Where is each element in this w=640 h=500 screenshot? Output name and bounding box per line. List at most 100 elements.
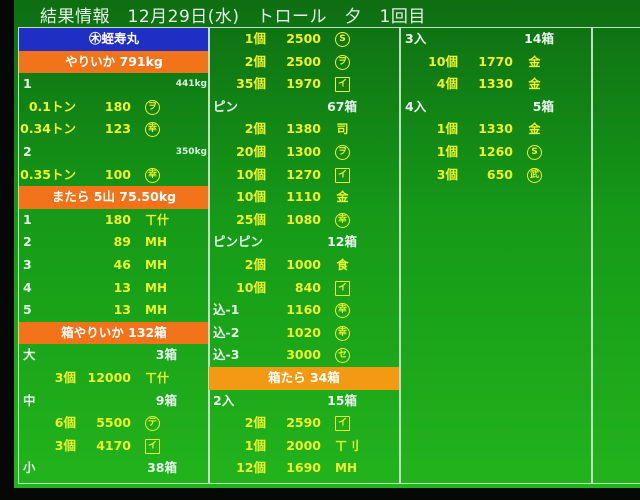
result-row[interactable]: 10個 1110 金 [209,186,399,209]
price: 123 [104,121,131,137]
result-row[interactable]: 0.35トン 100 幸 [19,164,209,187]
result-row[interactable]: 1個 2000 ㄒ刂 [209,435,399,458]
group-row[interactable]: 1 441kg [19,73,209,96]
buyer-mark-icon: イ [335,167,350,183]
buyer-mark-icon: イ [335,416,350,432]
section-header: またら 5山 75.50kg [19,186,209,209]
result-row[interactable]: 1個 1260 S [401,141,591,164]
price: 1970 [286,76,321,92]
quantity: 2個 [244,256,266,272]
result-row[interactable]: 1個 2500 S [209,28,399,51]
result-row[interactable]: 2 89 MH [19,231,209,254]
quantity: 3個 [54,369,76,385]
result-row[interactable]: 0.34トン 123 幸 [19,118,209,141]
price: 12000 [87,369,132,385]
results-screen: 結果情報 12月29日(水) トロール 夕 1回目 ㊍蛭寿丸 やりいか 791kg… [14,0,640,488]
quantity: 10個 [236,279,266,295]
price: 5500 [96,415,131,431]
buyer-mark-icon: イ [335,280,350,296]
quantity: 4個 [436,76,458,92]
result-row[interactable]: 3個 12000 ㄒ什 [19,367,209,390]
quantity: 35個 [236,76,266,92]
result-row[interactable]: 10個 1270 イ [209,164,399,187]
result-row[interactable]: 25個 1080 幸 [209,209,399,232]
result-row[interactable]: 2個 2500 ヲ [209,51,399,74]
results-column: 3入 14箱 10個 1770 金 4個 1330 金 4入 5箱 1個 1330 金 1個 1260 S 3個… [400,27,592,484]
buyer-mark-icon: 幸 [335,212,350,228]
result-row[interactable]: 1 180 ㄒ什 [19,209,209,232]
buyer-mark-icon: MH [145,303,167,318]
price: 180 [104,98,131,114]
buyer-mark-icon: イ [145,438,160,454]
price: 1330 [478,76,513,92]
buyer-mark-icon: MH [335,461,357,476]
quantity: 1個 [244,437,266,453]
buyer-mark-icon: 食 [336,257,349,272]
group-row[interactable]: 3入 14箱 [401,28,591,51]
weight-label: 350kg [175,146,207,157]
page-title: 結果情報 12月29日(水) トロール 夕 1回目 [40,7,426,27]
row-label: 1 [23,211,32,227]
group-row[interactable]: ピン 67箱 [209,96,399,119]
price: 1300 [286,143,321,159]
group-row[interactable]: 2入 15箱 [209,390,399,413]
result-row[interactable]: 込-2 1020 幸 [209,322,399,345]
row-label: 3 [23,256,32,272]
quantity: 1個 [436,121,458,137]
buyer-mark-icon: 武 [527,167,542,183]
buyer-mark-icon: 幸 [335,325,350,341]
result-row[interactable]: 0.1トン 180 ヲ [19,96,209,119]
price: 13 [113,302,131,318]
result-row[interactable]: 4個 1330 金 [401,73,591,96]
result-row[interactable]: 12個 1690 MH [209,457,399,480]
result-row[interactable]: 2個 2590 イ [209,412,399,435]
result-row[interactable]: 5 13 MH [19,299,209,322]
row-label: 大 [23,347,36,363]
quantity: 10個 [236,189,266,205]
buyer-mark-icon: 幸 [145,167,160,183]
result-row[interactable]: 込-3 3000 セ [209,344,399,367]
results-column: 1個 2500 S 2個 2500 ヲ 35個 1970 イ ピン 67箱 2個 1380 司 20個 130… [208,27,400,484]
buyer-mark-icon: S [335,32,350,47]
result-row[interactable]: 20個 1300 ヲ [209,141,399,164]
result-row[interactable]: 10個 1770 金 [401,51,591,74]
result-row[interactable]: 2個 1380 司 [209,118,399,141]
section-header: やりいか 791kg [19,50,209,74]
price: 650 [486,166,513,182]
price: 2000 [286,437,321,453]
result-row[interactable]: 2個 1000 食 [209,254,399,277]
result-row[interactable]: 10個 840 イ [209,277,399,300]
price: 13 [113,279,131,295]
box-count: 14箱 [524,31,554,46]
group-row[interactable]: 大 3箱 [19,344,209,367]
price: 1380 [286,121,321,137]
result-row[interactable]: 4 13 MH [19,277,209,300]
quantity: 1個 [436,143,458,159]
result-row[interactable]: 3 46 MH [19,254,209,277]
row-label: 込-1 [213,302,240,318]
results-column: ㊍蛭寿丸 やりいか 791kg 1 441kg 0.1トン 180 ヲ 0.34トン 123 幸 2… [18,27,210,484]
result-row[interactable]: 35個 1970 イ [209,73,399,96]
result-row[interactable]: 3個 650 武 [401,164,591,187]
result-row[interactable]: 3個 4170 イ [19,435,209,458]
quantity: 20個 [236,143,266,159]
group-row[interactable]: 2 350kg [19,141,209,164]
row-label: 1 [23,76,32,92]
box-count: 12箱 [327,234,357,250]
result-row[interactable]: 込-1 1160 幸 [209,299,399,322]
result-row[interactable]: 6個 5500 テ [19,412,209,435]
box-count: 9箱 [155,392,177,408]
group-row[interactable]: 中 9箱 [19,390,209,413]
row-label: 込-3 [213,347,240,363]
row-label: 中 [23,392,36,408]
group-row[interactable]: 小 38箱 [19,457,209,480]
group-row[interactable]: ピンピン 12箱 [209,231,399,254]
result-row[interactable]: 1個 1330 金 [401,118,591,141]
section-header: 箱たら 34箱 [209,366,399,390]
quantity: 25個 [236,211,266,227]
price: 1080 [286,211,321,227]
buyer-mark-icon: ヲ [145,99,160,115]
buyer-mark-icon: ヲ [335,54,350,70]
buyer-mark-icon: MH [145,280,167,295]
group-row[interactable]: 4入 5箱 [401,96,591,119]
